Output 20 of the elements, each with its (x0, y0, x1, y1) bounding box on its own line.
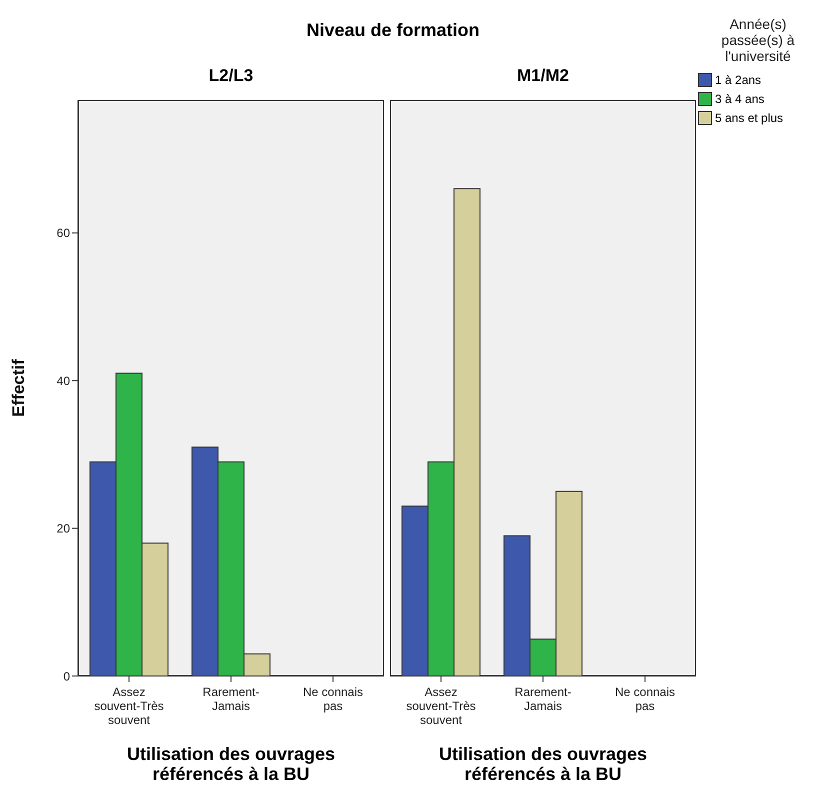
y-tick-label: 20 (56, 522, 70, 536)
x-tick-label: Rarement-Jamais (202, 685, 260, 713)
legend-label: 1 à 2ans (715, 72, 762, 86)
x-axis-title: Utilisation des ouvrages référencés à la BU (126, 744, 336, 784)
y-axis-title: Effectif (9, 358, 28, 417)
legend-title: Année(s) passée(s) à l'université (720, 16, 796, 64)
x-tick-label: Ne connais pas (302, 685, 364, 713)
y-tick-label: 60 (56, 226, 70, 240)
x-tick-label: Assez souvent-Très souvent (406, 685, 476, 727)
x-tick-label: Ne connais pas (614, 685, 676, 713)
legend-label: 5 ans et plus (715, 110, 784, 124)
y-tick-label: 0 (63, 669, 70, 684)
x-tick-label: Rarement-Jamais (514, 685, 572, 713)
x-axis-title: Utilisation des ouvrages référencés à la BU (438, 744, 648, 784)
chart-subtitle: M1/M2 (516, 66, 570, 87)
legend-label: 3 à 4 ans (715, 92, 764, 106)
chart-subtitle: L2/L3 (208, 66, 254, 87)
chart-title: Niveau de formation (305, 20, 481, 41)
x-tick-label: Assez souvent-Très souvent (94, 685, 164, 727)
y-tick-label: 40 (56, 374, 70, 388)
